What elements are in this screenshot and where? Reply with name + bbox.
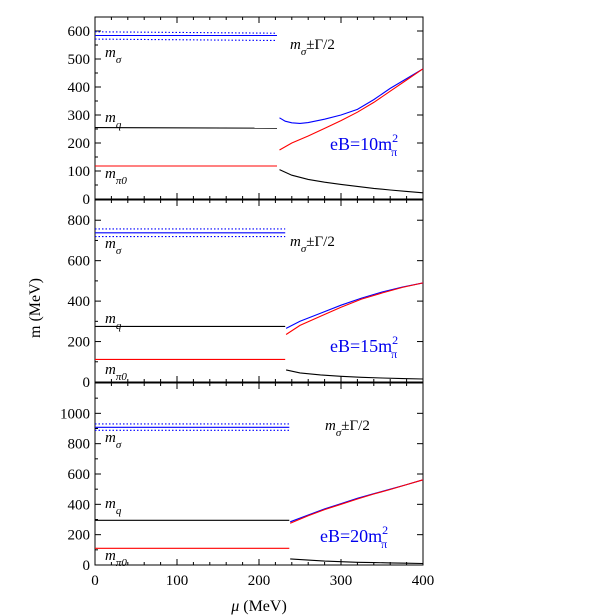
- label-width: mσ±Γ/2: [290, 234, 335, 255]
- label-eb: eB=10m2 π: [330, 131, 398, 159]
- x-tick-label: 300: [330, 573, 353, 589]
- y-tick-label: 400: [68, 294, 91, 310]
- x-tick-label: 200: [248, 573, 271, 589]
- y-tick-label: 0: [83, 375, 91, 391]
- y-tick-label: 200: [68, 136, 91, 152]
- y-tick-label: 300: [68, 108, 91, 124]
- y-tick-label: 600: [68, 24, 91, 40]
- label-m-pi0: mπ0: [105, 362, 127, 383]
- y-tick-label: 600: [68, 254, 91, 270]
- series-line-top-2: [94, 38, 278, 42]
- label-m-q: mq: [105, 110, 122, 131]
- y-tick-label: 800: [68, 437, 91, 453]
- label-width: mσ±Γ/2: [325, 418, 370, 439]
- label-m-q: mq: [105, 311, 122, 332]
- y-tick-label: 200: [68, 528, 91, 544]
- series-line-top-6: [279, 68, 424, 151]
- y-tick-label: 0: [83, 192, 91, 208]
- label-m-sigma: mσ: [105, 236, 122, 257]
- y-tick-label: 600: [68, 467, 91, 483]
- label-m-sigma: mσ: [105, 45, 122, 66]
- label-m-pi0: mπ0: [105, 548, 127, 569]
- y-tick-label: 400: [68, 80, 91, 96]
- series-line-middle-5: [285, 282, 424, 329]
- series-line-top-5: [279, 68, 424, 124]
- series-line-bottom-6: [289, 479, 424, 524]
- label-m-pi0: mπ0: [105, 166, 127, 187]
- y-tick-label: 200: [68, 335, 91, 351]
- x-tick-label: 0: [91, 573, 99, 589]
- label-width: mσ±Γ/2: [290, 37, 335, 58]
- series-line-top-3: [94, 127, 278, 129]
- series-line-middle-6: [285, 282, 424, 335]
- series-line-bottom-7: [290, 558, 424, 565]
- y-tick-label: 100: [68, 164, 91, 180]
- series-line-top-1: [94, 31, 278, 34]
- series-line-top-7: [279, 169, 424, 194]
- x-axis-title: μ (MeV): [230, 598, 287, 615]
- y-tick-label: 1000: [60, 406, 90, 422]
- x-tick-label: 100: [166, 573, 189, 589]
- panel-frame-top: [94, 16, 424, 200]
- y-tick-label: 800: [68, 213, 91, 229]
- y-tick-label: 400: [68, 497, 91, 513]
- y-tick-label: 500: [68, 52, 91, 68]
- y-axis-title: m (MeV): [27, 278, 44, 338]
- label-eb: eB=20m2 π: [320, 523, 388, 551]
- y-tick-label: 0: [83, 558, 91, 574]
- label-m-sigma: mσ: [105, 430, 122, 451]
- label-m-q: mq: [105, 496, 122, 517]
- series-line-middle-7: [285, 369, 424, 380]
- x-tick-label: 400: [412, 573, 435, 589]
- label-eb: eB=15m2 π: [330, 333, 398, 361]
